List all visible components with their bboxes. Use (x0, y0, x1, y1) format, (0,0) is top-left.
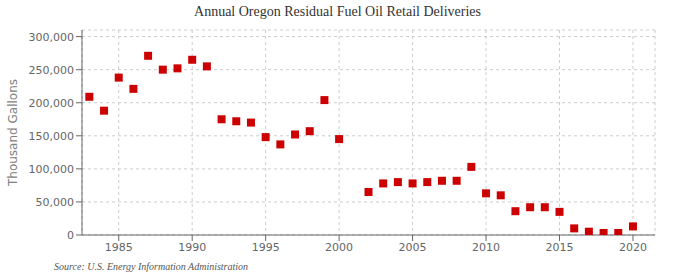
svg-text:100,000: 100,000 (29, 163, 75, 176)
svg-text:50,000: 50,000 (36, 196, 75, 209)
svg-text:2000: 2000 (325, 241, 353, 254)
svg-text:1995: 1995 (252, 241, 280, 254)
svg-text:300,000: 300,000 (29, 31, 75, 44)
html-text:Source: U.S. Energy Informatio: Source: U.S. Energy Information Administ… (54, 261, 249, 272)
svg-text:2015: 2015 (546, 241, 574, 254)
svg-text:2005: 2005 (399, 241, 427, 254)
svg-text:250,000: 250,000 (29, 64, 75, 77)
svg-text:2020: 2020 (619, 241, 647, 254)
svg-text:Thousand Gallons: Thousand Gallons (8, 79, 20, 187)
svg-text:200,000: 200,000 (29, 97, 75, 110)
svg-text:150,000: 150,000 (29, 130, 75, 143)
html-text:Annual Oregon Residual Fuel Oi: Annual Oregon Residual Fuel Oil Retail D… (194, 4, 481, 19)
svg-text:1985: 1985 (105, 241, 133, 254)
svg-text:0: 0 (67, 229, 74, 242)
svg-text:1990: 1990 (178, 241, 206, 254)
svg-text:2010: 2010 (472, 241, 500, 254)
